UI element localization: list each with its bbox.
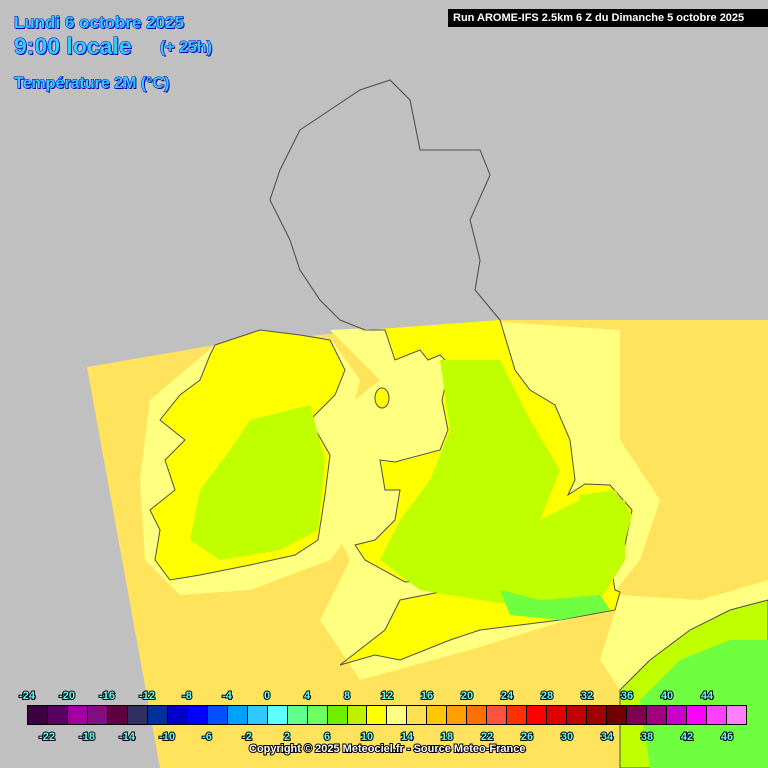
legend-label-top: 44 (700, 689, 714, 703)
legend-swatch (726, 706, 746, 724)
legend-label-bottom: 14 (400, 730, 414, 744)
legend-label-bottom: 42 (680, 730, 694, 744)
legend-swatch (427, 706, 448, 724)
legend-swatch (287, 706, 308, 724)
legend-label-bottom: -6 (201, 730, 213, 744)
legend-bar (27, 705, 747, 725)
legend-label-top: 20 (460, 689, 474, 703)
legend-swatch (667, 706, 687, 724)
england-green-area (380, 360, 625, 610)
legend-swatch (67, 706, 88, 724)
legend-label-top: 12 (380, 689, 394, 703)
legend-label-top: 28 (540, 689, 554, 703)
legend-label-top: -20 (58, 689, 76, 703)
forecast-date: Lundi 6 octobre 2025 (13, 13, 185, 33)
isle-of-man (374, 387, 390, 409)
legend-label-top: 24 (500, 689, 514, 703)
legend-label-top: -16 (98, 689, 116, 703)
france-green (640, 640, 768, 768)
legend-label-top: -4 (221, 689, 233, 703)
legend-swatch (127, 706, 148, 724)
east-anglia-green (570, 490, 632, 560)
legend-swatch (447, 706, 468, 724)
legend-label-top: 8 (343, 689, 351, 703)
copyright: Copyright © 2025 Meteociel.fr - Source M… (248, 742, 526, 756)
legend-swatch (327, 706, 348, 724)
legend-swatch (706, 706, 727, 724)
legend-label-bottom: 30 (560, 730, 574, 744)
legend-swatch (187, 706, 208, 724)
legend-swatch (387, 706, 408, 724)
legend-swatch (567, 706, 588, 724)
legend-swatch (407, 706, 428, 724)
scotland-gray (270, 80, 500, 330)
legend-swatch (247, 706, 268, 724)
legend-label-bottom: 46 (720, 730, 734, 744)
legend-swatch (607, 706, 628, 724)
legend-label-bottom: 2 (283, 730, 291, 744)
legend-swatch (527, 706, 548, 724)
legend-swatch (28, 706, 48, 724)
legend-label-bottom: -14 (118, 730, 136, 744)
legend-label-bottom: 38 (640, 730, 654, 744)
legend-swatch (587, 706, 608, 724)
scotland-coastline (269, 79, 501, 331)
legend-swatch (467, 706, 488, 724)
legend-swatch (487, 706, 508, 724)
legend-swatch (686, 706, 707, 724)
forecast-time: 9:00 locale (14, 33, 133, 60)
legend-swatch (547, 706, 568, 724)
legend-label-bottom: 22 (480, 730, 494, 744)
legend-label-bottom: 10 (360, 730, 374, 744)
legend-swatch (227, 706, 248, 724)
legend-label-top: 36 (620, 689, 634, 703)
legend-swatch (87, 706, 108, 724)
legend-label-top: 16 (420, 689, 434, 703)
legend-label-top: -24 (18, 689, 36, 703)
legend-label-top: 0 (263, 689, 271, 703)
legend-swatch (367, 706, 388, 724)
legend-swatch (207, 706, 228, 724)
legend-label-top: 40 (660, 689, 674, 703)
legend-label-bottom: -2 (241, 730, 253, 744)
legend-swatch (507, 706, 528, 724)
legend-label-bottom: -10 (158, 730, 176, 744)
legend-label-bottom: 26 (520, 730, 534, 744)
lead-time: (+ 25h) (159, 39, 213, 57)
south-east-aqua (500, 590, 610, 620)
legend-label-bottom: -22 (38, 730, 56, 744)
ireland-green-area (190, 405, 325, 560)
legend-swatch (627, 706, 648, 724)
legend-label-bottom: 6 (323, 730, 331, 744)
parameter-title: Température 2M (°C) (13, 75, 170, 93)
legend-label-top: -8 (181, 689, 193, 703)
legend-swatch (307, 706, 328, 724)
legend-swatch (167, 706, 188, 724)
legend-label-top: 4 (303, 689, 311, 703)
legend-label-bottom: -18 (78, 730, 96, 744)
legend-swatch (147, 706, 168, 724)
legend-swatch (107, 706, 128, 724)
legend-swatch (47, 706, 68, 724)
legend-label-bottom: 34 (600, 730, 614, 744)
legend-swatch (647, 706, 667, 724)
legend-label-bottom: 18 (440, 730, 454, 744)
legend-swatch (347, 706, 368, 724)
legend-swatch (267, 706, 288, 724)
run-info: Run AROME-IFS 2.5km 6 Z du Dimanche 5 oc… (448, 9, 768, 27)
legend-label-top: -12 (138, 689, 156, 703)
legend-label-top: 32 (580, 689, 594, 703)
